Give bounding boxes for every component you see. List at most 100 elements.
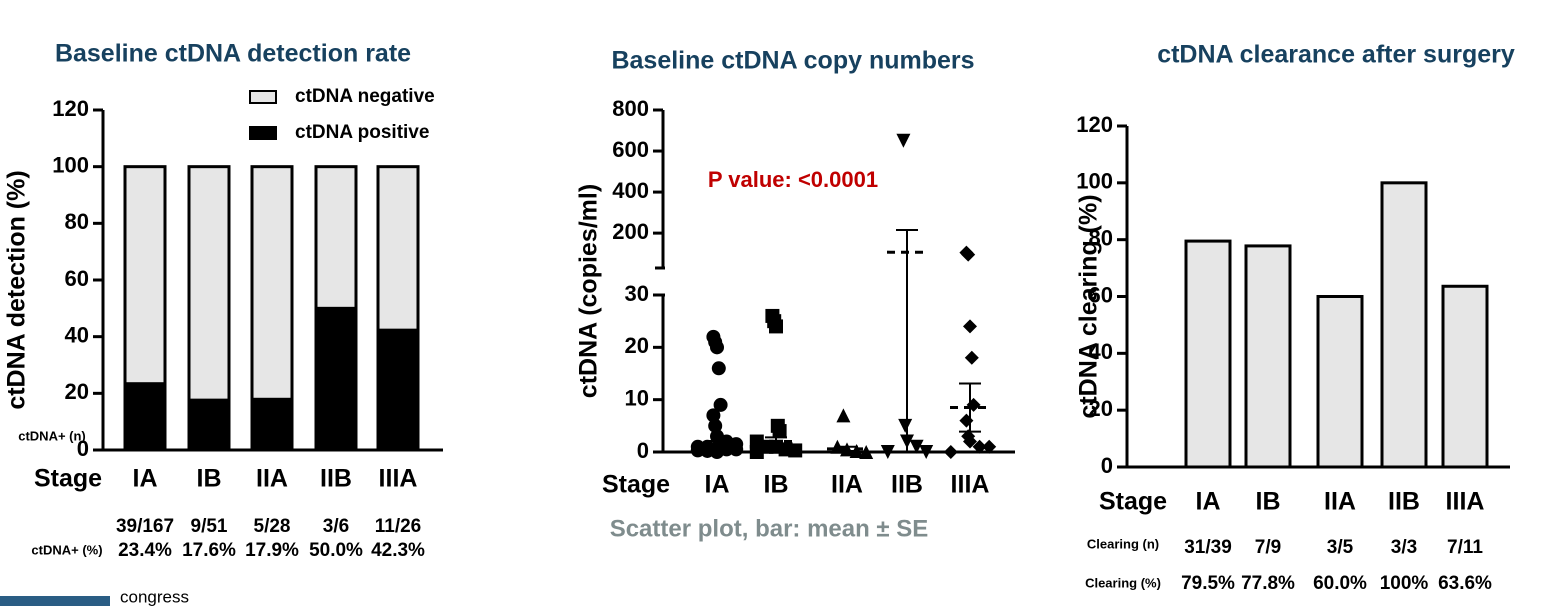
- point: [896, 133, 911, 148]
- bar: [1441, 284, 1489, 469]
- chart-title: Baseline ctDNA detection rate: [55, 40, 411, 68]
- row-value: 100%: [1380, 573, 1429, 594]
- y-tick-label: 80: [65, 209, 89, 234]
- row-label: ctDNA+ (%): [31, 542, 102, 557]
- point: [961, 247, 976, 262]
- row-value: 60.0%: [1313, 573, 1367, 594]
- y-tick-label: 60: [65, 266, 89, 291]
- point: [713, 397, 728, 412]
- x-axis-label: Stage: [1099, 488, 1167, 516]
- y-tick-label: 20: [625, 333, 649, 358]
- row-value: 5/28: [254, 516, 291, 537]
- row-value: 63.6%: [1438, 573, 1492, 594]
- row-value: 11/26: [375, 516, 422, 537]
- x-tick-label: IIB: [320, 465, 352, 493]
- x-axis-label: Stage: [34, 465, 102, 493]
- y-tick-label: 0: [637, 438, 649, 463]
- x-tick-label: IIA: [256, 465, 288, 493]
- point: [706, 408, 721, 423]
- row-value: 17.9%: [245, 540, 299, 561]
- y-tick-label: 80: [1089, 225, 1113, 250]
- row-value: 3/3: [1391, 537, 1417, 558]
- logo-text: congress: [120, 587, 189, 606]
- x-tick-label: IB: [197, 465, 222, 493]
- point: [836, 408, 851, 423]
- row-value: 9/51: [191, 516, 228, 537]
- x-tick-label: IIB: [891, 471, 923, 499]
- y-tick-label: 20: [65, 379, 89, 404]
- point: [710, 340, 724, 355]
- bar-segment: [187, 165, 231, 402]
- point: [769, 319, 783, 334]
- y-axis-label: ctDNA (copies/ml): [575, 184, 603, 398]
- point: [909, 439, 924, 454]
- row-value: 50.0%: [309, 540, 363, 561]
- x-tick-label: IIIA: [1446, 488, 1485, 516]
- row-value: 3/6: [323, 516, 349, 537]
- bar: [1184, 239, 1232, 469]
- legend-label: ctDNA positive: [295, 122, 429, 143]
- y-tick-label: 40: [1089, 339, 1113, 364]
- y-tick-label: 0: [1101, 453, 1113, 478]
- x-tick-label: IB: [1256, 488, 1281, 516]
- x-tick-label: IIA: [1324, 488, 1356, 516]
- x-tick-label: IB: [764, 471, 789, 499]
- y-tick-label: 800: [612, 96, 649, 121]
- x-tick-label: IA: [133, 465, 158, 493]
- x-tick-label: IIA: [831, 471, 863, 499]
- point: [708, 418, 723, 433]
- bar-segment: [314, 165, 358, 310]
- point: [964, 350, 979, 365]
- bar-segment: [250, 397, 294, 452]
- y-tick-label: 400: [612, 178, 649, 203]
- y-tick-label: 100: [1076, 169, 1113, 194]
- point: [898, 418, 913, 433]
- y-tick-label: 600: [612, 137, 649, 162]
- y-tick-label: 40: [65, 322, 89, 347]
- row-value: 77.8%: [1241, 573, 1295, 594]
- point: [963, 434, 977, 449]
- row-label: Clearing (n): [1087, 536, 1159, 551]
- note: Scatter plot, bar: mean ± SE: [610, 515, 929, 542]
- point: [963, 319, 977, 334]
- row-label: ctDNA+ (n): [18, 428, 86, 443]
- point: [772, 424, 787, 439]
- point: [788, 443, 803, 458]
- point: [959, 413, 974, 428]
- point: [966, 397, 981, 412]
- chart-title: Baseline ctDNA copy numbers: [611, 47, 974, 75]
- point: [711, 361, 726, 376]
- x-tick-label: IA: [1196, 488, 1221, 516]
- logo-mark: [0, 596, 110, 606]
- x-tick-label: IA: [705, 471, 730, 499]
- bar: [1316, 295, 1364, 469]
- bar: [1244, 244, 1292, 469]
- row-value: 31/39: [1184, 537, 1232, 558]
- y-axis-label: ctDNA clearing (%): [1075, 194, 1103, 418]
- row-value: 42.3%: [371, 540, 425, 561]
- row-value: 7/11: [1447, 537, 1483, 558]
- row-value: 23.4%: [118, 540, 172, 561]
- point: [972, 439, 987, 454]
- y-tick-label: 60: [1089, 282, 1113, 307]
- legend-swatch: [249, 126, 277, 140]
- y-tick-label: 10: [625, 385, 649, 410]
- bar-segment: [376, 328, 420, 452]
- x-tick-label: IIB: [1388, 488, 1420, 516]
- point: [982, 439, 997, 454]
- row-value: 7/9: [1255, 537, 1281, 558]
- y-tick-label: 120: [1076, 112, 1113, 137]
- y-tick-label: 30: [625, 281, 649, 306]
- row-value: 3/5: [1327, 537, 1354, 558]
- legend-swatch: [249, 90, 277, 104]
- row-value: 79.5%: [1181, 573, 1235, 594]
- row-label: Clearing (%): [1085, 575, 1161, 590]
- y-tick-label: 200: [612, 219, 649, 244]
- y-tick-label: 120: [52, 96, 89, 121]
- legend-label: ctDNA negative: [295, 86, 435, 107]
- x-axis-label: Stage: [602, 471, 670, 499]
- bar-segment: [123, 382, 167, 452]
- y-tick-label: 100: [52, 152, 89, 177]
- y-tick-label: 0: [77, 436, 89, 461]
